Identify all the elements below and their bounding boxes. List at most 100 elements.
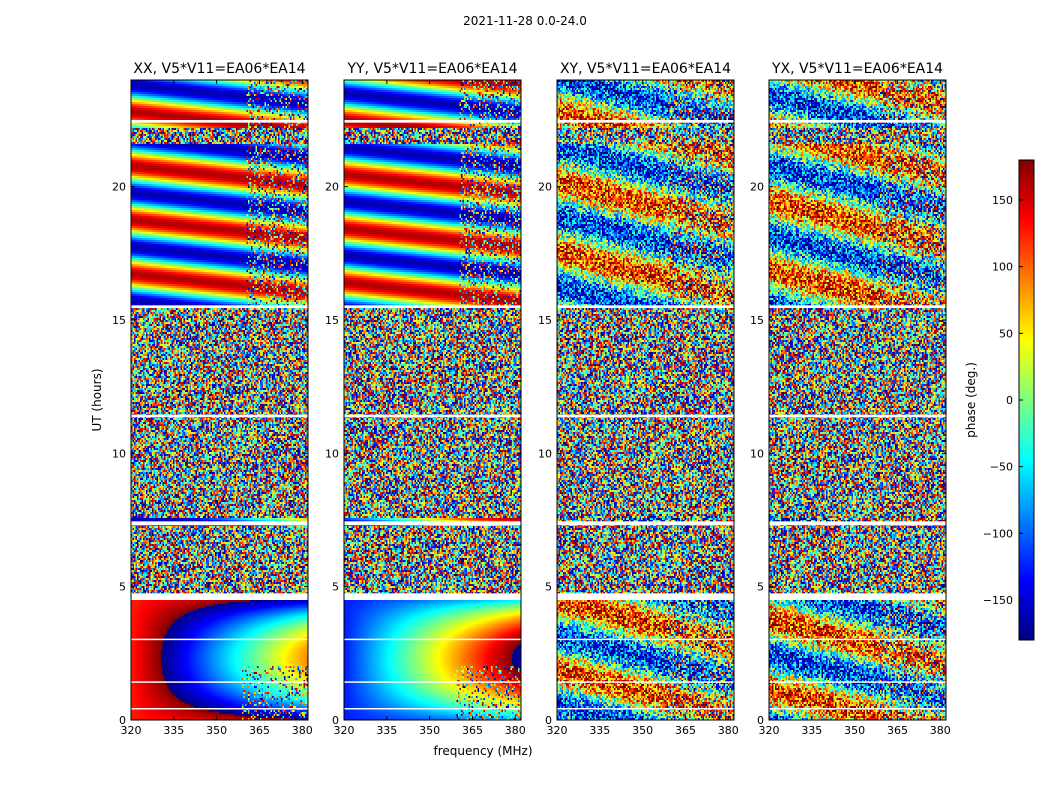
y-tick-label: 0 [545,714,552,727]
flagged-time-band [557,120,734,123]
y-tick-label: 15 [112,314,126,327]
y-tick-label: 5 [545,581,552,594]
flagged-time-band [557,681,734,683]
flagged-time-band [344,120,521,123]
flagged-time-band [769,708,946,710]
phase-heatmap [344,80,521,720]
figure-suptitle: 2021-11-28 0.0-24.0 [463,14,587,28]
phase-heatmap [769,80,946,720]
panel-2: YY, V5*V11=EA06*EA14 320 335 350 365 380 0 5 10 1… [325,61,526,737]
x-tick-label: 350 [844,724,865,737]
flagged-time-band [344,305,521,308]
x-tick-label: 320 [759,724,780,737]
x-tick-label: 320 [547,724,568,737]
flagged-time-band [344,414,521,418]
flagged-time-band [769,681,946,683]
y-tick-label: 20 [325,181,339,194]
panel-title: XX, V5*V11=EA06*EA14 [133,61,305,77]
flagged-time-band [131,305,308,308]
flagged-time-band [131,593,308,600]
panel-title: YY, V5*V11=EA06*EA14 [346,61,517,77]
y-tick-label: 15 [538,314,552,327]
flagged-time-band [557,638,734,641]
flagged-time-band [131,120,308,123]
y-tick-label: 20 [112,181,126,194]
x-tick-label: 380 [292,724,313,737]
y-tick-label: 20 [750,181,764,194]
x-tick-label: 365 [249,724,270,737]
y-axis-label: UT (hours) [90,368,104,431]
flagged-time-band [557,414,734,418]
colorbar-tick-label: −50 [990,461,1013,474]
flagged-time-band [131,414,308,418]
y-tick-label: 10 [538,447,552,460]
flagged-time-band [344,681,521,683]
y-tick-label: 5 [119,581,126,594]
flagged-time-band [131,681,308,683]
x-tick-label: 350 [419,724,440,737]
flagged-time-band [557,593,734,600]
x-tick-label: 380 [930,724,951,737]
y-tick-label: 10 [325,447,339,460]
colorbar-label: phase (deg.) [964,362,978,438]
x-tick-label: 350 [632,724,653,737]
y-tick-label: 15 [325,314,339,327]
x-tick-label: 380 [505,724,526,737]
y-tick-label: 0 [119,714,126,727]
colorbar-tick-label: 150 [992,194,1013,207]
panel-1: XX, V5*V11=EA06*EA14 320 335 350 365 380 0 5 10 1… [112,61,313,737]
x-tick-label: 380 [718,724,739,737]
panel-frame [556,79,735,721]
flagged-time-band [769,638,946,641]
x-tick-label: 335 [801,724,822,737]
flagged-time-band [769,414,946,418]
x-tick-label: 335 [376,724,397,737]
panel-3: XY, V5*V11=EA06*EA14 320 335 350 365 380 0 5 10 1… [538,61,739,737]
x-tick-label: 365 [675,724,696,737]
x-tick-label: 365 [887,724,908,737]
flagged-time-band [344,521,521,526]
colorbar-tick-label: −100 [983,527,1013,540]
phase-heatmap [557,80,734,720]
colorbar-tick-label: 100 [992,261,1013,274]
panel-4: YX, V5*V11=EA06*EA14 320 335 350 365 380 0 5 10 1… [750,61,951,737]
panel-frame [343,79,522,721]
y-tick-label: 10 [112,447,126,460]
x-axis-label: frequency (MHz) [433,744,532,758]
x-tick-label: 320 [121,724,142,737]
flagged-time-band [769,521,946,526]
colorbar-tick-label: 0 [1006,394,1013,407]
x-tick-label: 365 [462,724,483,737]
x-tick-label: 320 [334,724,355,737]
y-tick-label: 0 [332,714,339,727]
y-tick-label: 0 [757,714,764,727]
y-tick-label: 10 [750,447,764,460]
flagged-time-band [769,120,946,123]
flagged-time-band [769,593,946,600]
x-tick-label: 335 [589,724,610,737]
y-tick-label: 15 [750,314,764,327]
flagged-time-band [769,305,946,308]
flagged-time-band [131,521,308,526]
flagged-time-band [131,708,308,710]
flagged-time-band [344,708,521,710]
x-tick-label: 335 [163,724,184,737]
colorbar-tick-label: −150 [983,594,1013,607]
flagged-time-band [557,521,734,526]
panel-frame [768,79,947,721]
phase-heatmap [131,80,308,720]
flagged-time-band [344,638,521,641]
panel-title: YX, V5*V11=EA06*EA14 [771,61,943,77]
y-tick-label: 5 [757,581,764,594]
flagged-time-band [557,708,734,710]
flagged-time-band [131,638,308,641]
colorbar-tick-label: 50 [999,327,1013,340]
flagged-time-band [557,305,734,308]
x-tick-label: 350 [206,724,227,737]
panel-frame [130,79,309,721]
flagged-time-band [344,593,521,600]
y-tick-label: 20 [538,181,552,194]
y-tick-label: 5 [332,581,339,594]
